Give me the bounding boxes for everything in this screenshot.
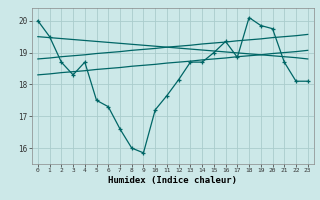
X-axis label: Humidex (Indice chaleur): Humidex (Indice chaleur)	[108, 176, 237, 185]
